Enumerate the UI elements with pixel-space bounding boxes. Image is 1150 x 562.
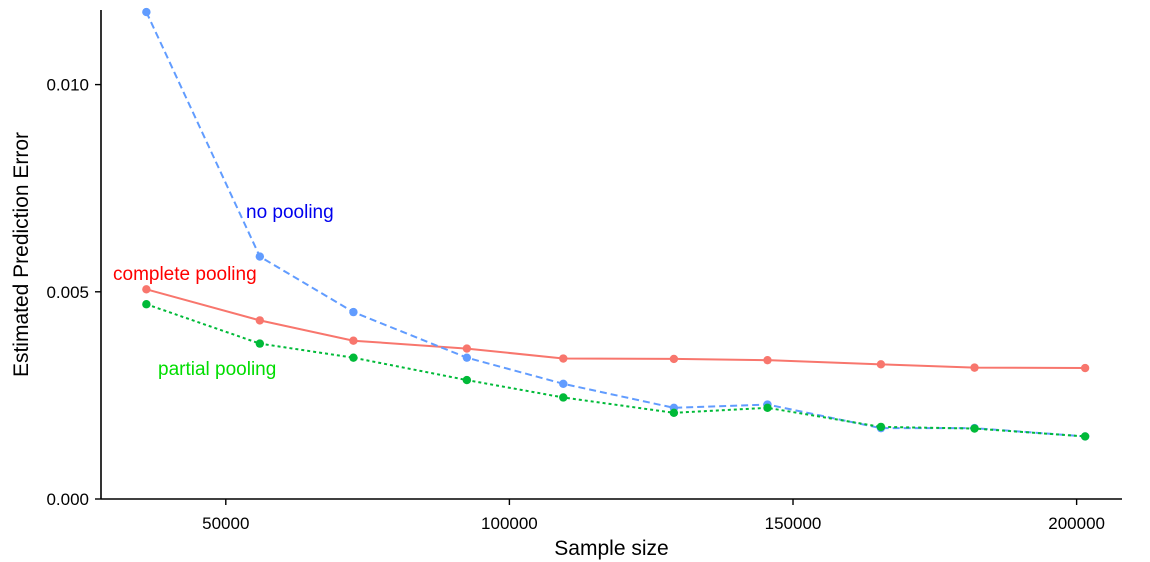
x-tick-label: 150000 xyxy=(765,514,822,533)
data-point-partial-pooling xyxy=(669,408,679,418)
data-point-partial-pooling xyxy=(876,422,886,432)
series-labels: complete pooling no pooling partial poolin… xyxy=(113,202,334,380)
data-point-complete-pooling xyxy=(763,355,772,365)
x-axis-title: Sample size xyxy=(554,537,668,560)
ticks: 50000 100000 150000 200000 0.000 0.005 0.010 xyxy=(46,76,1105,533)
data-point-complete-pooling xyxy=(669,354,679,364)
data-point-partial-pooling xyxy=(142,300,151,309)
data-point-no-pooling xyxy=(255,252,265,261)
data-point-complete-pooling xyxy=(559,354,568,363)
series-line-complete-pooling xyxy=(146,288,1086,370)
data-point-partial-pooling xyxy=(559,393,568,402)
data-point-no-pooling xyxy=(142,7,151,17)
data-point-complete-pooling xyxy=(142,285,151,294)
data-point-complete-pooling xyxy=(876,360,886,369)
y-tick-label: 0.000 xyxy=(46,490,89,509)
y-axis-title: Estimated Prediction Error xyxy=(10,132,33,377)
series-label-complete-pooling: complete pooling xyxy=(113,264,257,285)
axes xyxy=(100,10,1122,500)
data-point-partial-pooling xyxy=(763,403,772,413)
data-point-complete-pooling xyxy=(1080,363,1090,373)
data-point-partial-pooling xyxy=(1080,432,1090,441)
plot-marks xyxy=(142,7,1090,441)
y-tick-label: 0.005 xyxy=(46,283,89,302)
series-line-partial-pooling xyxy=(146,303,1086,438)
data-point-complete-pooling xyxy=(970,363,979,372)
data-point-no-pooling xyxy=(349,307,358,317)
series-label-partial-pooling: partial pooling xyxy=(158,359,276,380)
series-line-no-pooling xyxy=(145,11,1086,438)
data-point-complete-pooling xyxy=(462,344,472,353)
data-point-complete-pooling xyxy=(255,316,265,325)
data-point-no-pooling xyxy=(559,379,568,388)
series-partial-pooling xyxy=(142,300,1090,441)
series-complete-pooling xyxy=(142,285,1090,373)
data-point-no-pooling xyxy=(462,353,472,362)
x-tick-label: 200000 xyxy=(1048,514,1105,533)
x-tick-label: 50000 xyxy=(202,514,249,533)
x-tick-label: 100000 xyxy=(481,514,538,533)
data-point-partial-pooling xyxy=(462,375,472,385)
data-point-partial-pooling xyxy=(255,339,265,348)
data-point-partial-pooling xyxy=(349,353,358,362)
y-tick-label: 0.010 xyxy=(46,76,89,95)
data-point-complete-pooling xyxy=(349,336,358,345)
data-point-partial-pooling xyxy=(970,424,979,433)
series-no-pooling xyxy=(142,7,1090,441)
series-label-no-pooling: no pooling xyxy=(246,202,334,223)
